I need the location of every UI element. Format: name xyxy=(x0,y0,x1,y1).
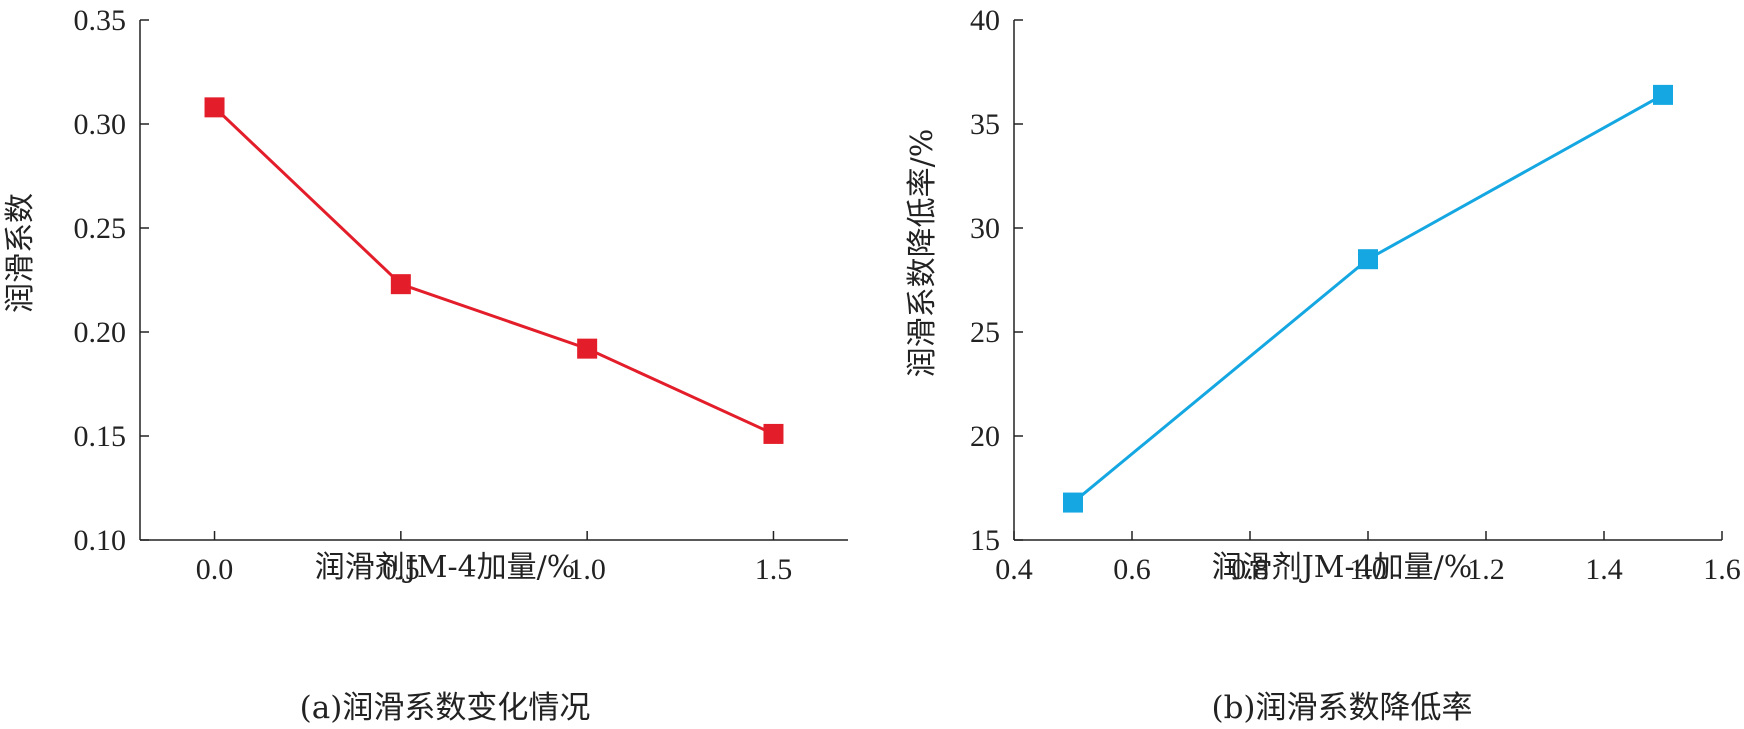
panel-b-x-tick-label: 0.6 xyxy=(1113,553,1151,586)
panel-b-data-point xyxy=(1653,84,1673,105)
panel-a-y-tick-label: 0.25 xyxy=(74,212,127,245)
panel-b-caption: (b)润滑系数降低率 xyxy=(1211,690,1472,726)
panel-a-x-tick-label: 0.0 xyxy=(196,553,234,586)
panel-b-y-tick-label: 25 xyxy=(970,316,1000,349)
panel-b-x-tick-label: 1.2 xyxy=(1467,553,1505,586)
panel-a-y-tick-label: 0.15 xyxy=(74,420,127,453)
panel-b-y-tick-label: 30 xyxy=(970,212,1000,245)
panel-b-y-tick-label: 40 xyxy=(970,4,1000,37)
panel-a-data-point xyxy=(204,97,225,118)
panel-a-y-tick-label: 0.10 xyxy=(74,524,127,557)
panel-b-series-line xyxy=(1072,93,1664,504)
panel-b-x-tick-label: 0.8 xyxy=(1231,553,1269,586)
panel-a-series-line xyxy=(213,106,775,436)
panel-b-plot: 15 20 25 30 35 40 0.4 0.6 0.8 1.0 1.2 1.4 1.6 xyxy=(970,4,1741,586)
panel-a-y-tick-label: 0.20 xyxy=(74,316,127,349)
panel-a-plot: 0.10 0.15 0.20 0.25 0.30 0.35 0.0 0.5 1.0 1.5 xyxy=(74,4,848,586)
panel-b-y-tick-label: 15 xyxy=(970,524,1000,557)
panel-b-y-tick-label: 35 xyxy=(970,108,1000,141)
panel-b: 15 20 25 30 35 40 0.4 0.6 0.8 1.0 1.2 1.4 1.6 润滑系数降低… xyxy=(905,4,1741,726)
panel-a-data-point xyxy=(763,423,784,444)
panel-a-y-tick-label: 0.35 xyxy=(74,4,127,37)
panel-a-xlabel: 润滑剂JM-4加量/% xyxy=(315,550,576,585)
panel-a-x-tick-label: 0.5 xyxy=(382,553,420,586)
panel-b-x-tick-label: 0.4 xyxy=(995,553,1033,586)
panel-a-ylabel: 润滑系数 xyxy=(3,193,38,313)
panel-a-x-tick-label: 1.5 xyxy=(755,553,793,586)
panel-b-ylabel: 润滑系数降低率/% xyxy=(905,129,940,378)
panel-a-x-tick-label: 1.0 xyxy=(568,553,606,586)
panel-b-x-tick-label: 1.0 xyxy=(1349,553,1387,586)
panel-a-y-tick-label: 0.30 xyxy=(74,108,127,141)
panel-a-data-point xyxy=(390,274,411,295)
panel-b-data-point xyxy=(1063,492,1083,513)
panel-b-data-point xyxy=(1358,249,1378,270)
panel-a: 0.10 0.15 0.20 0.25 0.30 0.35 0.0 0.5 1.0 1.5 润滑系… xyxy=(3,4,848,726)
panel-a-caption: (a)润滑系数变化情况 xyxy=(300,690,591,726)
panel-b-xlabel: 润滑剂JM-4加量/% xyxy=(1212,550,1473,585)
panel-b-x-tick-label: 1.6 xyxy=(1703,553,1741,586)
panel-b-y-tick-label: 20 xyxy=(970,420,1000,453)
panel-a-data-point xyxy=(577,338,598,359)
panel-b-x-tick-label: 1.4 xyxy=(1585,553,1623,586)
